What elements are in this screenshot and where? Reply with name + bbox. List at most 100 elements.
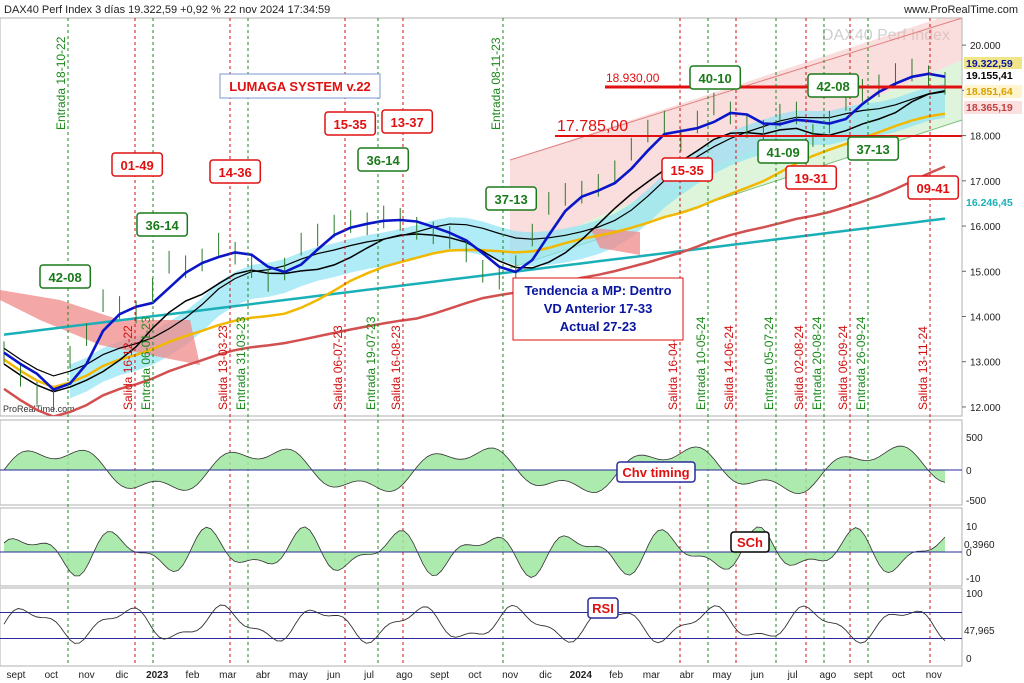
x-tick-label: ago — [820, 670, 837, 681]
x-tick-label: nov — [79, 670, 95, 681]
exit-label: Salida 13-11-24 — [916, 326, 930, 410]
price-tag: 18.365,19 — [966, 102, 1013, 114]
rsi-value-label: 47,965 — [964, 626, 995, 637]
score-box-red: 19-31 — [795, 171, 828, 186]
chv-title-frame — [616, 461, 696, 483]
osc-tick-label: 0 — [966, 466, 972, 477]
score-box-red: 01-49 — [121, 158, 154, 173]
exit-label: Salida 16-08-23 — [389, 325, 403, 410]
rsi-line — [3, 604, 946, 644]
entry-label: Entrada 26-09-24 — [854, 316, 868, 410]
score-box-green-frame — [357, 147, 410, 172]
level-label-lower: 17.785,00 — [557, 118, 628, 135]
y-tick-label: 14.000 — [970, 313, 1001, 324]
price-tag-bg — [964, 196, 1022, 209]
site-label: www.ProRealTime.com — [903, 4, 1018, 16]
sch-value-label: 0,3960 — [964, 540, 995, 551]
x-tick-label: oct — [892, 670, 906, 681]
chv-title: Chv timing — [622, 465, 689, 480]
entry-label: Entrada 08-11-23 — [489, 37, 503, 130]
score-box-red: 15-35 — [334, 117, 367, 132]
score-box-red-frame — [111, 152, 164, 177]
exit-label: Salida 06-07-23 — [331, 325, 345, 410]
chart-title: DAX40 Perf Index 3 días 19.322,59 +0,92 … — [4, 4, 330, 16]
price-tag-bg — [964, 85, 1022, 98]
x-tick-label: may — [713, 670, 732, 681]
score-box-green: 42-08 — [49, 270, 82, 285]
sch-title: SCh — [737, 535, 763, 550]
ma-100-line — [3, 165, 946, 416]
info-box-line: VD Anterior 17-33 — [544, 301, 653, 316]
score-box-green-frame — [689, 65, 742, 90]
entry-label: Entrada 20-08-24 — [810, 316, 824, 410]
entry-label: Entrada 31-03-23 — [234, 316, 248, 410]
info-box-line: Actual 27-23 — [560, 319, 637, 334]
x-tick-label: feb — [609, 670, 623, 681]
score-box-green-frame — [757, 139, 810, 164]
score-box-green: 40-10 — [699, 71, 732, 86]
x-tick-label: jun — [750, 670, 764, 681]
osc-tick-label: 500 — [966, 433, 983, 444]
score-box-green-frame — [807, 73, 860, 98]
system-label: LUMAGA SYSTEM v.22 — [229, 79, 371, 94]
score-box-green: 36-14 — [367, 153, 401, 168]
entry-label: Entrada 19-07-23 — [364, 316, 378, 410]
entry-label: Entrada 18-10-22 — [54, 36, 68, 130]
score-box-red-frame — [209, 159, 262, 184]
y-tick-label: 12.000 — [970, 403, 1001, 414]
x-tick-label: oct — [468, 670, 482, 681]
osc-tick-label: 0 — [966, 548, 972, 559]
entry-label: Entrada 05-07-24 — [762, 316, 776, 410]
rsi-panel[interactable] — [0, 587, 963, 667]
exit-label: Salida 06-09-24 — [836, 325, 850, 410]
osc-tick-label: -10 — [966, 574, 981, 585]
score-box-green: 37-13 — [495, 192, 528, 207]
score-box-green-frame — [39, 264, 92, 289]
score-box-green: 36-14 — [146, 218, 180, 233]
x-tick-label: nov — [926, 670, 942, 681]
score-box-red: 14-36 — [219, 165, 252, 180]
score-box-red-frame — [907, 175, 960, 200]
x-tick-label: dic — [116, 670, 129, 681]
ma-200-line — [3, 217, 946, 336]
y-tick-label: 13.000 — [970, 358, 1001, 369]
score-box-green: 42-08 — [817, 79, 850, 94]
x-tick-label: sept — [7, 670, 26, 681]
x-tick-label: jul — [787, 670, 798, 681]
y-tick-label: 15.000 — [970, 267, 1001, 278]
rsi-title-frame — [587, 597, 619, 619]
score-box-red-frame — [661, 157, 714, 182]
x-tick-label: nov — [502, 670, 518, 681]
exit-label: Salida 16-04-24 — [666, 325, 680, 410]
system-label-frame — [219, 73, 381, 99]
x-tick-label: dic — [539, 670, 552, 681]
score-box-green: 37-13 — [857, 142, 890, 157]
bearish-cloud — [0, 290, 200, 365]
ma-black-line-2 — [3, 90, 946, 377]
x-tick-label: 2024 — [570, 670, 593, 681]
x-tick-label: abr — [679, 670, 694, 681]
entry-label: Entrada 10-05-24 — [694, 316, 708, 410]
x-tick-label: 2023 — [146, 670, 169, 681]
rsi-tick-label: 0 — [966, 654, 972, 665]
score-box-green-frame — [136, 212, 189, 237]
price-tag: 19.155,41 — [966, 70, 1013, 82]
price-tag: 18.851,64 — [966, 86, 1013, 98]
sch-title-frame — [730, 531, 770, 553]
x-tick-label: feb — [186, 670, 200, 681]
x-tick-label: oct — [45, 670, 59, 681]
score-box-green: 41-09 — [767, 145, 800, 160]
price-tag-bg — [964, 101, 1022, 114]
osc-tick-label: 10 — [966, 522, 978, 533]
rsi-tick-label: 100 — [966, 589, 983, 600]
level-label-upper: 18.930,00 — [606, 71, 660, 85]
exit-label: Salida 16-12-22 — [121, 325, 135, 410]
ichimoku-cloud — [70, 83, 945, 399]
x-tick-label: ago — [396, 670, 413, 681]
exit-label: Salida 13-03-23 — [216, 325, 230, 410]
x-tick-label: may — [289, 670, 308, 681]
score-box-red-frame — [785, 165, 838, 190]
info-box-frame — [512, 277, 684, 341]
y-tick-label: 16.000 — [970, 222, 1001, 233]
